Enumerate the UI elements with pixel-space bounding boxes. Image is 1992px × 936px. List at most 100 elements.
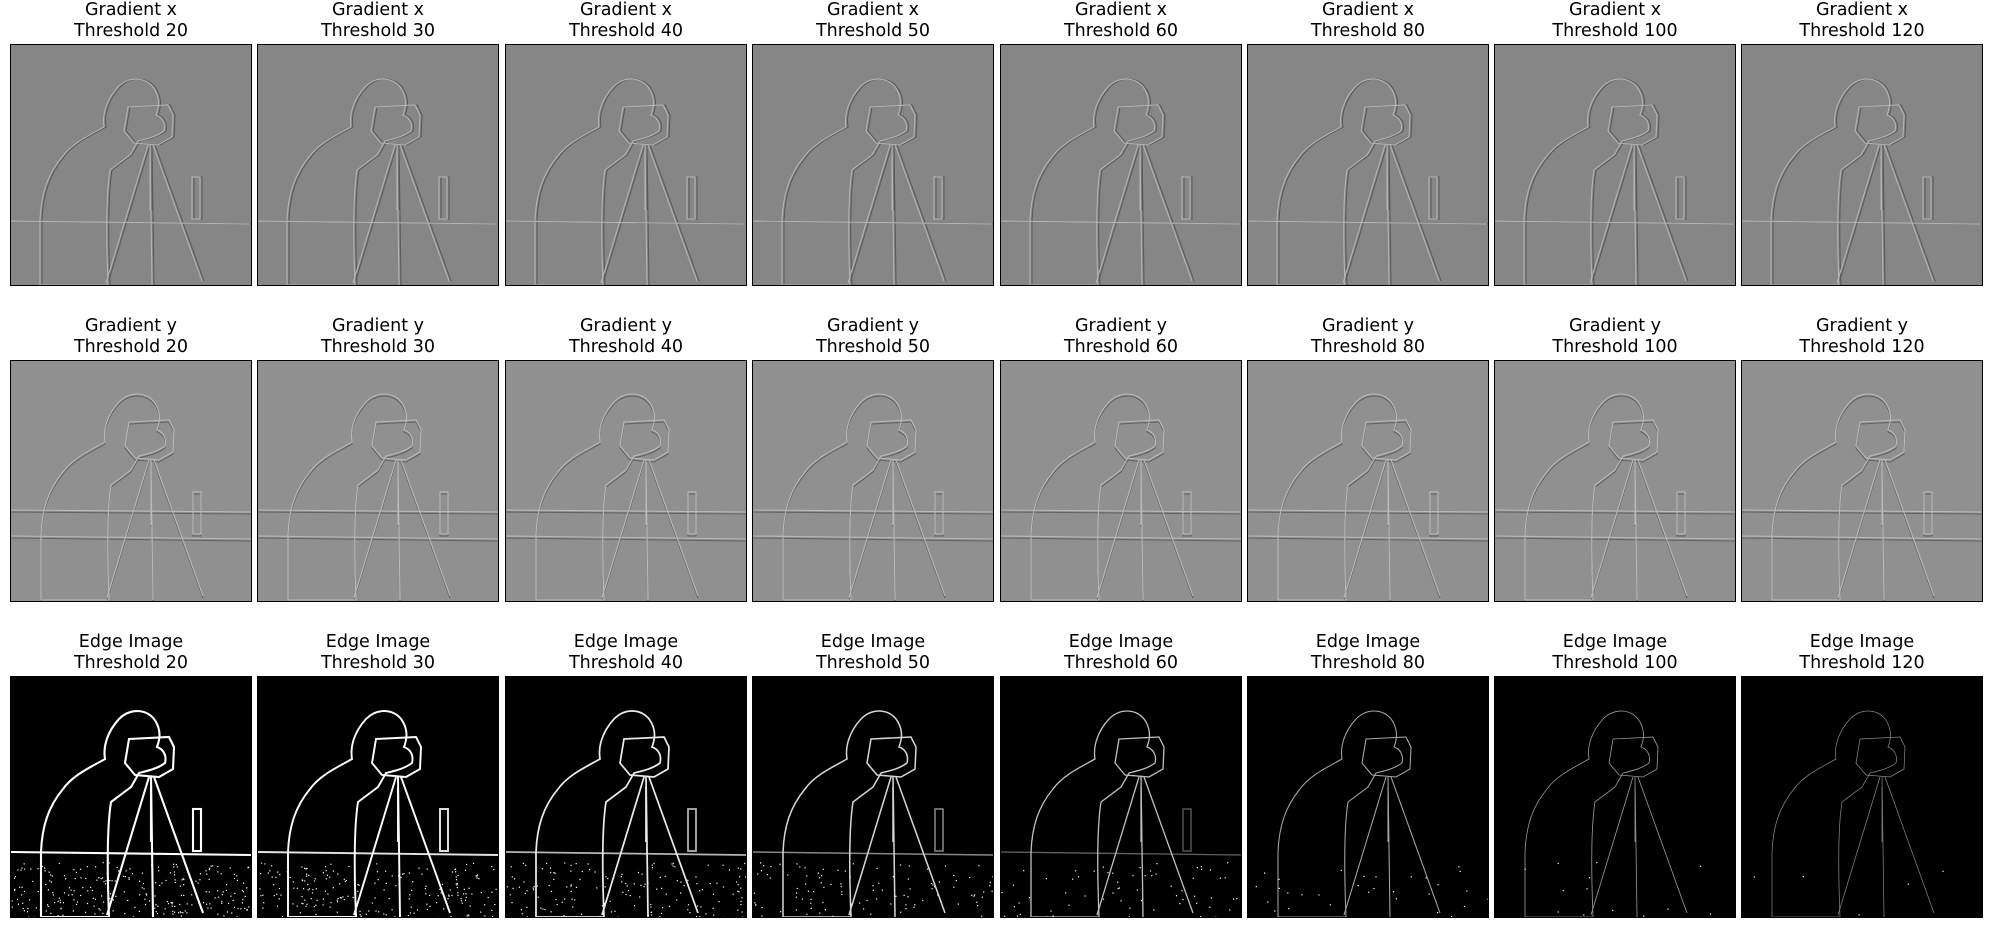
emboss-highlight — [1248, 78, 1488, 285]
emboss-highlight — [753, 393, 993, 601]
panel-title-threshold: Threshold 30 — [320, 21, 436, 41]
panel-title: Edge Image Threshold 60 — [980, 632, 1262, 674]
panel-title-threshold: Threshold 40 — [568, 21, 684, 41]
panel-title-threshold: Threshold 20 — [73, 653, 189, 673]
edge-image-image — [1494, 676, 1736, 918]
image-background — [11, 45, 251, 285]
emboss-highlight — [753, 78, 993, 285]
gradient-y-image — [1000, 360, 1242, 602]
cameraman-image — [1495, 677, 1735, 917]
gradient-y-panel: Gradient y Threshold 40 — [505, 316, 747, 606]
gradient-y-panel: Gradient y Threshold 30 — [257, 316, 499, 606]
panel-title-threshold: Threshold 80 — [1310, 653, 1426, 673]
panel-title-method: Edge Image — [1315, 632, 1421, 652]
emboss-shadow — [11, 78, 251, 285]
panel-title: Gradient x Threshold 40 — [485, 0, 767, 42]
panel-title-method: Gradient x — [1568, 0, 1662, 20]
panel-title: Gradient x Threshold 60 — [980, 0, 1262, 42]
image-background — [1001, 677, 1241, 917]
panel-title: Gradient y Threshold 30 — [237, 316, 519, 358]
panel-title: Edge Image Threshold 120 — [1721, 632, 1992, 674]
edge-image-image — [752, 676, 994, 918]
panel-title-threshold: Threshold 40 — [568, 653, 684, 673]
panel-title-threshold: Threshold 60 — [1063, 653, 1179, 673]
panel-title-threshold: Threshold 30 — [320, 337, 436, 357]
panel-title-method: Edge Image — [573, 632, 679, 652]
edge-image-panel: Edge Image Threshold 80 — [1247, 632, 1489, 922]
emboss-shadow — [1001, 395, 1241, 601]
gradient-y-image — [505, 360, 747, 602]
emboss-highlight — [258, 78, 498, 285]
panel-title: Gradient x Threshold 80 — [1227, 0, 1509, 42]
gradient-x-panel: Gradient x Threshold 30 — [257, 0, 499, 290]
panel-title-method: Gradient y — [1815, 316, 1909, 336]
cameraman-image — [1001, 45, 1241, 285]
cameraman-image — [1495, 361, 1735, 601]
panel-title-method: Gradient y — [579, 316, 673, 336]
gradient-y-image — [257, 360, 499, 602]
emboss-highlight — [506, 393, 746, 601]
edge-image-panel: Edge Image Threshold 50 — [752, 632, 994, 922]
panel-title-threshold: Threshold 40 — [568, 337, 684, 357]
panel-title: Gradient x Threshold 50 — [732, 0, 1014, 42]
panel-title: Gradient x Threshold 120 — [1721, 0, 1992, 42]
gradient-x-panel: Gradient x Threshold 120 — [1741, 0, 1983, 290]
gradient-y-panel: Gradient y Threshold 120 — [1741, 316, 1983, 606]
cameraman-image — [1001, 361, 1241, 601]
gradient-x-image — [505, 44, 747, 286]
panel-title: Gradient x Threshold 30 — [237, 0, 519, 42]
panel-title-method: Gradient y — [1321, 316, 1415, 336]
cameraman-image — [1742, 45, 1982, 285]
panel-title-method: Gradient x — [826, 0, 920, 20]
gradient-x-image — [1494, 44, 1736, 286]
gradient-y-image — [752, 360, 994, 602]
panel-title: Edge Image Threshold 30 — [237, 632, 519, 674]
gradient-x-image — [1000, 44, 1242, 286]
grass-speckle — [506, 862, 746, 917]
emboss-highlight — [506, 78, 746, 285]
image-background — [258, 361, 498, 601]
emboss-highlight — [1001, 393, 1241, 601]
panel-title-method: Edge Image — [1068, 632, 1174, 652]
gradient-x-panel: Gradient x Threshold 60 — [1000, 0, 1242, 290]
edge-outline — [1001, 710, 1241, 917]
panel-title: Gradient y Threshold 20 — [0, 316, 272, 358]
panel-title-method: Gradient y — [826, 316, 920, 336]
panel-title-method: Gradient x — [331, 0, 425, 20]
edge-image-image — [1000, 676, 1242, 918]
panel-title-threshold: Threshold 100 — [1552, 21, 1678, 41]
image-background — [506, 677, 746, 917]
image-background — [11, 677, 251, 917]
cameraman-image — [11, 361, 251, 601]
gradient-x-image — [10, 44, 252, 286]
emboss-highlight — [11, 393, 251, 601]
panel-title: Edge Image Threshold 100 — [1474, 632, 1756, 674]
panel-title-method: Gradient y — [1568, 316, 1662, 336]
image-background — [1495, 677, 1735, 917]
grass-speckle — [1255, 866, 1488, 917]
cameraman-image — [753, 45, 993, 285]
grass-speckle — [1524, 862, 1712, 917]
gradient-x-panel: Gradient x Threshold 50 — [752, 0, 994, 290]
cameraman-image — [1248, 677, 1488, 917]
panel-title-threshold: Threshold 120 — [1799, 653, 1925, 673]
grass-speckle — [11, 862, 250, 917]
edge-outline — [1524, 710, 1688, 917]
image-background — [753, 677, 993, 917]
cameraman-image — [506, 361, 746, 601]
gradient-x-panel: Gradient x Threshold 20 — [10, 0, 252, 290]
emboss-highlight — [1248, 393, 1488, 601]
panel-title: Gradient y Threshold 50 — [732, 316, 1014, 358]
gradient-x-image — [1247, 44, 1489, 286]
emboss-highlight — [258, 393, 498, 601]
panel-title-threshold: Threshold 20 — [73, 337, 189, 357]
emboss-highlight — [1495, 393, 1735, 601]
gradient-y-panel: Gradient y Threshold 80 — [1247, 316, 1489, 606]
panel-title-threshold: Threshold 50 — [815, 21, 931, 41]
edge-image-image — [10, 676, 252, 918]
emboss-highlight — [1001, 78, 1241, 285]
edge-image-image — [1247, 676, 1489, 918]
emboss-highlight — [1495, 78, 1735, 285]
image-background — [1001, 361, 1241, 601]
